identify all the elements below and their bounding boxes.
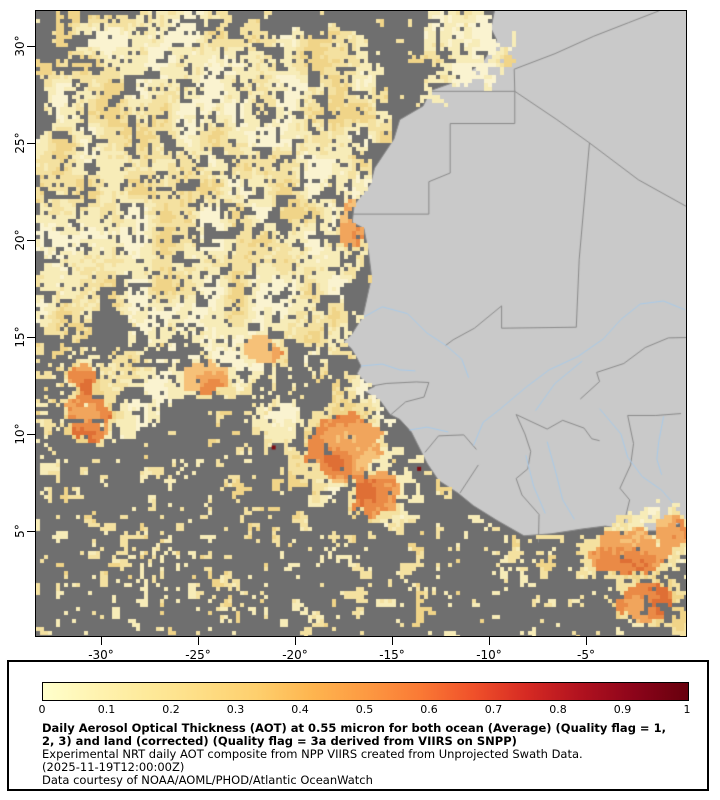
colorbar-tick-label: 0.4 <box>291 703 309 716</box>
y-axis-label: 10° <box>13 423 27 445</box>
x-axis-label: -30° <box>88 648 114 662</box>
legend-caption: Daily Aerosol Optical Thickness (AOT) at… <box>42 722 666 787</box>
x-axis-label: -20° <box>282 648 308 662</box>
y-axis-tick <box>27 46 35 47</box>
legend-timestamp: (2025-11-19T12:00:00Z) <box>42 760 185 774</box>
y-axis-tick <box>27 434 35 435</box>
y-axis-tick <box>27 240 35 241</box>
colorbar-tick-label: 0.1 <box>97 703 116 716</box>
colorbar-tick-label: 0.3 <box>226 703 245 716</box>
legend-credit: Data courtesy of NOAA/AOML/PHOD/Atlantic… <box>42 773 373 787</box>
x-axis-label: -25° <box>185 648 211 662</box>
legend-title-line-2: 2, 3) and land (corrected) (Quality flag… <box>42 734 517 748</box>
y-axis-tick <box>27 531 35 532</box>
aot-colorbar <box>42 682 689 701</box>
colorbar-tick-label: 0.9 <box>613 703 632 716</box>
x-axis-label: -10° <box>476 648 502 662</box>
y-axis-label: 30° <box>13 35 27 57</box>
colorbar-tick-label: 0.2 <box>162 703 180 716</box>
x-axis-tick <box>101 637 102 645</box>
map-frame: 30° 25° 20° 15° 10° 5° -30° -25° -20° -15° -10° -5° <box>13 10 687 662</box>
y-axis-label: 20° <box>13 229 27 251</box>
aot-map-canvas <box>36 11 686 636</box>
y-axis-label: 15° <box>13 326 27 348</box>
x-axis-label: -5° <box>577 648 595 662</box>
colorbar-tick-label: 0 <box>38 703 46 716</box>
colorbar-tick-label: 0.7 <box>484 703 503 716</box>
x-axis-label: -15° <box>379 648 405 662</box>
x-axis-tick <box>392 637 393 645</box>
legend-subtitle: Experimental NRT daily AOT composite fro… <box>42 747 583 761</box>
legend-title-line-1: Daily Aerosol Optical Thickness (AOT) at… <box>42 721 666 735</box>
x-axis-tick <box>586 637 587 645</box>
y-axis-label: 5° <box>13 524 27 538</box>
colorbar-tick-label: 1 <box>683 703 691 716</box>
colorbar-tick-label: 0.6 <box>420 703 438 716</box>
colorbar-tick-label: 0.5 <box>355 703 374 716</box>
x-axis-tick <box>198 637 199 645</box>
y-axis-tick <box>27 337 35 338</box>
colorbar-tick-label: 0.8 <box>549 703 567 716</box>
x-axis-tick <box>489 637 490 645</box>
legend-panel: 0 0.1 0.2 0.3 0.4 0.5 0.6 0.7 0.8 0.9 1 Daily Aero… <box>7 660 709 791</box>
x-axis-tick <box>295 637 296 645</box>
y-axis-tick <box>27 143 35 144</box>
y-axis-label: 25° <box>13 132 27 154</box>
